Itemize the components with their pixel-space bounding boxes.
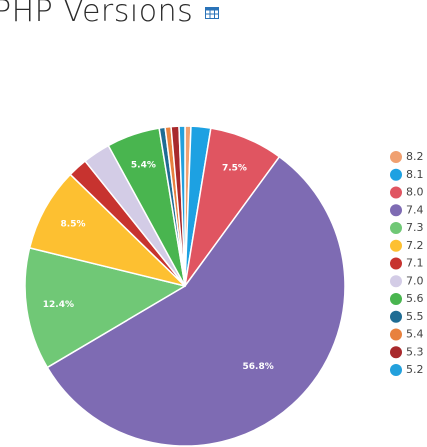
legend-swatch (390, 222, 402, 234)
legend-swatch (390, 168, 402, 181)
legend-swatch (390, 151, 402, 163)
legend-item-5-3[interactable]: 5.3 (390, 345, 424, 359)
legend-label: 8.2 (406, 150, 424, 163)
legend-swatch (390, 346, 402, 359)
legend-swatch (390, 328, 402, 341)
legend-label: 8.0 (406, 186, 424, 199)
pie-slice-7-3[interactable] (24, 247, 186, 369)
pie-data-labels: 7.5% 56.8% 12.4% 8.5% 5.4% (43, 160, 274, 372)
legend-item-7-0[interactable]: 7.0 (390, 274, 424, 288)
legend-label: 7.1 (406, 257, 424, 270)
legend-item-7-4[interactable]: 7.4 (390, 203, 424, 217)
page-title-wrap: PHP Versions (0, 0, 220, 31)
pie-slice-label-7-4: 56.8% (243, 362, 274, 372)
legend-label: 7.2 (406, 239, 424, 252)
pie-slice-label-5-6: 5.4% (131, 160, 156, 170)
legend-item-8-1[interactable]: 8.1 (390, 168, 424, 181)
legend-label: 5.5 (406, 310, 424, 323)
legend-label: 5.4 (406, 328, 424, 341)
table-icon[interactable] (205, 7, 220, 19)
legend-label: 5.3 (406, 345, 424, 358)
legend-item-8-0[interactable]: 8.0 (390, 186, 424, 199)
pie-slice-label-8-0: 7.5% (222, 163, 247, 173)
legend-item-7-1[interactable]: 7.1 (390, 257, 424, 270)
legend-item-5-5[interactable]: 5.5 (390, 310, 424, 323)
page-title: PHP Versions (0, 0, 194, 29)
pie-slice-label-7-2: 8.5% (61, 219, 86, 229)
pie-slice-7-4[interactable] (46, 156, 346, 447)
legend-label: 8.1 (406, 168, 424, 181)
legend-item-5-4[interactable]: 5.4 (390, 328, 424, 341)
pie-slice-5-2[interactable] (178, 125, 186, 287)
legend-label: 7.4 (406, 203, 424, 216)
pie-slice-label-7-3: 12.4% (43, 300, 74, 310)
legend-item-7-2[interactable]: 7.2 (390, 239, 424, 252)
legend-item-7-3[interactable]: 7.3 (390, 221, 424, 234)
legend-label: 7.3 (406, 221, 424, 234)
legend-item-5-2[interactable]: 5.2 (390, 363, 424, 376)
legend-swatch (390, 257, 402, 270)
legend-item-8-2[interactable]: 8.2 (390, 150, 424, 163)
legend-label: 5.2 (406, 363, 424, 376)
legend: 8.2 8.1 8.0 7.4 7.3 7.2 7.1 7.0 5.6 5.5 5.4 5.3 5.2 (390, 150, 424, 376)
legend-label: 7.0 (406, 274, 424, 287)
legend-item-5-6[interactable]: 5.6 (390, 292, 424, 305)
legend-swatch (390, 310, 402, 323)
legend-swatch (390, 275, 402, 288)
legend-swatch (390, 293, 402, 305)
legend-label: 5.6 (406, 292, 424, 305)
legend-swatch (390, 364, 402, 376)
pie-slices (24, 125, 346, 447)
legend-swatch (390, 204, 402, 217)
pie-slice-7-2[interactable] (28, 173, 186, 287)
legend-swatch (390, 239, 402, 252)
legend-swatch (390, 186, 402, 199)
